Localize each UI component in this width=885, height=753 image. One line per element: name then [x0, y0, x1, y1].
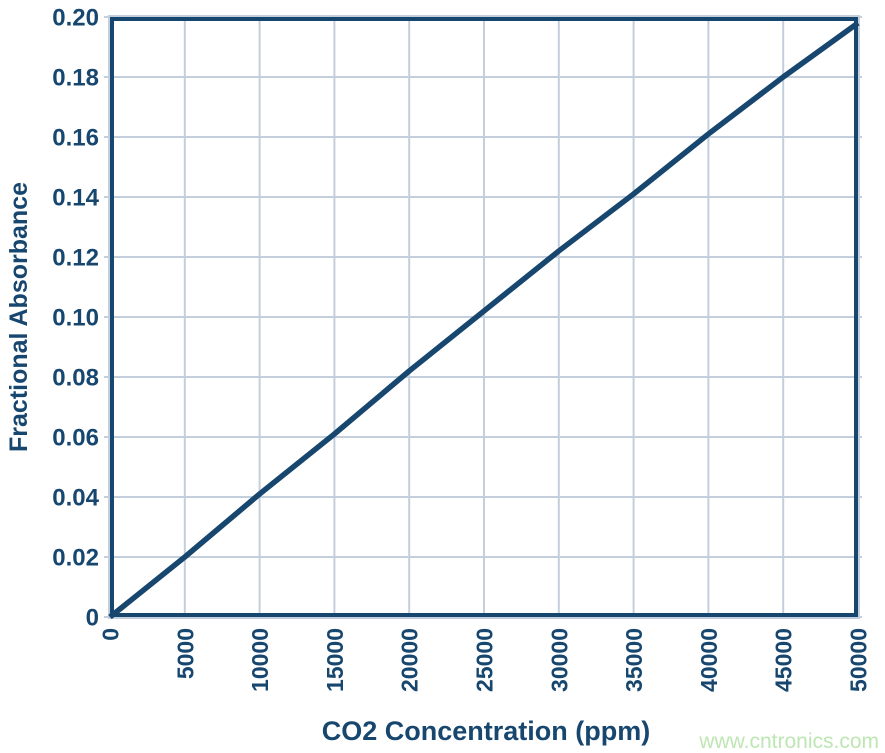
y-tick-label: 0.08: [52, 365, 99, 392]
x-tick-label: 50000: [846, 628, 872, 692]
y-tick-label: 0.12: [52, 245, 99, 272]
x-tick-label: 25000: [472, 628, 498, 692]
y-tick-label: 0.16: [52, 125, 99, 152]
x-tick-label: 45000: [771, 628, 797, 692]
x-tick-label: 10000: [247, 628, 273, 692]
x-tick-label: 40000: [696, 628, 722, 692]
y-tick-label: 0.18: [52, 65, 99, 92]
absorbance-line: [108, 20, 860, 620]
x-tick-label: 5000: [172, 628, 198, 679]
y-tick-label: 0.04: [52, 485, 99, 512]
y-axis-title: Fractional Absorbance: [5, 182, 33, 452]
x-axis-tick-labels: 0 5000 10000 15000 20000 25000 30000 35000 40000…: [98, 628, 872, 692]
y-tick-label: 0.06: [52, 425, 99, 452]
y-tick-label: 0.14: [52, 185, 99, 212]
y-axis-tick-labels: 0 0.02 0.04 0.06 0.08 0.10 0.12 0.14 0.16 0.18 0.2…: [52, 5, 99, 632]
x-tick-label: 20000: [397, 628, 423, 692]
y-tick-label: 0.20: [52, 5, 99, 32]
x-axis-title: CO2 Concentration (ppm): [322, 716, 651, 746]
x-tick-label: 0: [98, 628, 124, 641]
plot-border-halo: [108, 15, 860, 619]
y-tick-label: 0.02: [52, 545, 99, 572]
y-tick-label: 0.10: [52, 305, 99, 332]
x-tick-label: 15000: [322, 628, 348, 692]
y-tick-label: 0: [86, 605, 99, 632]
x-tick-label: 30000: [546, 628, 572, 692]
x-tick-label: 35000: [621, 628, 647, 692]
watermark-text: www.cntronics.com: [698, 730, 879, 753]
plot-border: [110, 17, 858, 617]
